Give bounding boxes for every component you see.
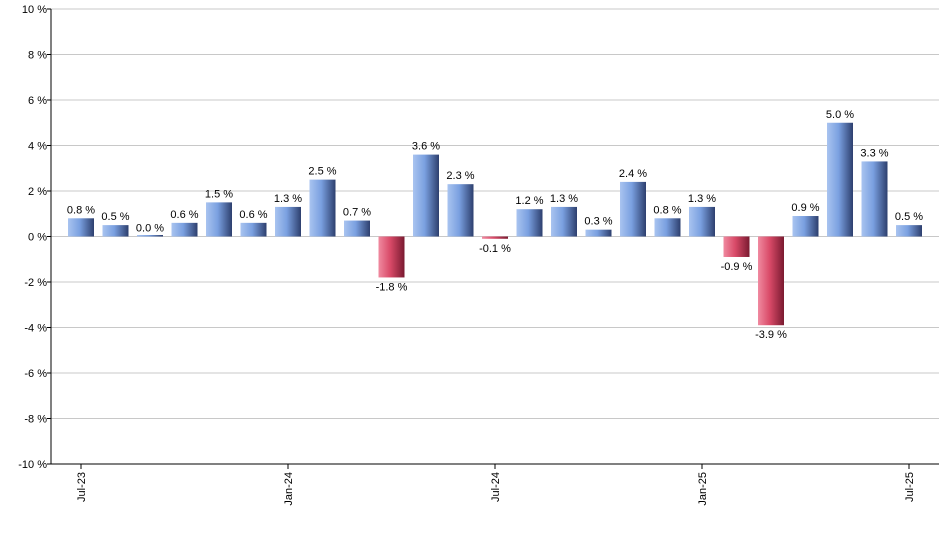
y-axis-tick-labels: -10 % -8 % -6 % -4 % -2 % 0 % 2 % 4 % 6 % 8 % 10 % [18, 4, 51, 471]
bar-mar-25 [758, 236, 784, 326]
bar-sep-24 [551, 206, 577, 237]
data-label: 1.5 % [205, 188, 233, 200]
data-label: 1.3 % [274, 193, 302, 205]
bars [68, 122, 922, 326]
data-label: -1.8 % [376, 281, 408, 293]
bar-aug-24 [516, 209, 543, 237]
y-tick-label: 8 % [28, 50, 47, 62]
x-tick-label: Jan-24 [283, 472, 295, 506]
x-tick-label: Jul-25 [904, 472, 916, 502]
data-label: 1.3 % [688, 193, 716, 205]
bar-nov-23 [206, 202, 232, 237]
data-label: -0.9 % [721, 261, 753, 273]
bar-may-24 [413, 154, 439, 237]
data-label: 0.6 % [239, 209, 267, 221]
bar-oct-24 [585, 229, 612, 237]
data-label: 0.0 % [136, 223, 164, 235]
bar-feb-25 [723, 236, 750, 257]
data-label: 0.3 % [584, 216, 612, 228]
bar-may-25 [827, 122, 853, 237]
bar-feb-24 [309, 179, 336, 237]
data-label: 2.5 % [308, 166, 336, 178]
x-tick-label: Jan-25 [697, 472, 709, 506]
data-label: 3.3 % [860, 147, 888, 159]
bar-aug-23 [102, 225, 129, 237]
y-tick-label: -4 % [24, 323, 47, 335]
y-tick-label: 0 % [28, 232, 47, 244]
data-label: 5.0 % [826, 109, 854, 121]
y-tick-label: -6 % [24, 368, 47, 380]
bar-sep-23 [137, 235, 163, 237]
y-tick-label: -2 % [24, 277, 47, 289]
data-label: 0.5 % [101, 211, 129, 223]
y-tick-label: 10 % [22, 4, 47, 16]
bar-jun-24 [447, 184, 474, 237]
bar-jul-24 [482, 236, 508, 239]
y-tick-label: 4 % [28, 141, 47, 153]
bar-jan-24 [275, 206, 301, 237]
x-tick-label: Jul-23 [76, 472, 88, 502]
data-label: 0.5 % [895, 211, 923, 223]
bar-dec-23 [240, 222, 267, 237]
x-tick-label: Jul-24 [490, 472, 502, 502]
data-label: 0.8 % [653, 204, 681, 216]
bar-dec-24 [654, 218, 681, 237]
bar-mar-24 [344, 220, 370, 237]
bar-jul-25 [896, 225, 922, 237]
y-tick-label: -10 % [18, 459, 47, 471]
data-label: 1.2 % [515, 195, 543, 207]
data-label: 0.9 % [791, 202, 819, 214]
data-label: 1.3 % [550, 193, 578, 205]
data-label: -0.1 % [479, 243, 511, 255]
bar-apr-24 [378, 236, 405, 278]
bar-apr-25 [792, 216, 819, 237]
data-label: 0.8 % [67, 204, 95, 216]
data-label: 0.7 % [343, 207, 371, 219]
bar-jan-25 [689, 206, 715, 237]
bar-nov-24 [620, 181, 646, 237]
y-tick-label: 6 % [28, 95, 47, 107]
bar-jul-23 [68, 218, 94, 237]
data-label: 0.6 % [170, 209, 198, 221]
bar-jun-25 [861, 161, 888, 237]
bar-oct-23 [171, 222, 198, 237]
data-label: 2.3 % [446, 170, 474, 182]
data-label: 2.4 % [619, 168, 647, 180]
x-axis-tick-labels: Jul-23 Jan-24 Jul-24 Jan-25 Jul-25 [76, 464, 916, 506]
data-labels: 0.8 % 0.5 % 0.0 % 0.6 % 1.5 % 0.6 % 1.3 % 2.5 %… [67, 109, 923, 341]
data-label: -3.9 % [755, 329, 787, 341]
data-label: 3.6 % [412, 141, 440, 153]
y-tick-label: 2 % [28, 186, 47, 198]
y-tick-label: -8 % [24, 414, 47, 426]
